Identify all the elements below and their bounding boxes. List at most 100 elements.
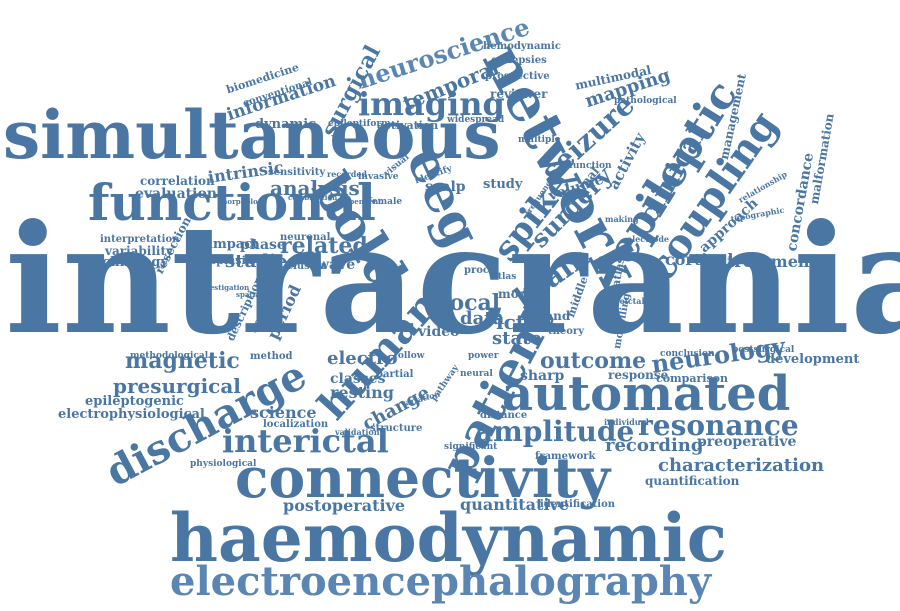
- word-methodological: methodological: [130, 351, 209, 361]
- word-analysis: analysis: [270, 176, 360, 200]
- word-localization: localization: [263, 419, 329, 430]
- word-intracranial: intracranial: [5, 192, 900, 368]
- word-investigation: investigation: [198, 283, 250, 292]
- word-activation: activation: [377, 119, 439, 132]
- word-resonance: resonance: [638, 409, 799, 442]
- word-development: development: [766, 352, 860, 367]
- word-electrode: electrode: [627, 234, 670, 244]
- word-electroencephalography: electroencephalography: [170, 558, 712, 605]
- word-dynamic: dynamic: [255, 117, 317, 132]
- word-postoperative: postoperative: [283, 496, 406, 515]
- word-interictal: interictal: [222, 422, 389, 460]
- word-combination: combination: [288, 193, 338, 202]
- word-female: female: [368, 197, 403, 207]
- word-quantification: quantification: [645, 474, 740, 488]
- word-function: function: [569, 161, 612, 171]
- word-magnetic: magnetic: [125, 348, 240, 374]
- word-ictal: ictal: [496, 310, 546, 334]
- word-proc: proc: [464, 265, 490, 276]
- word-data: data: [460, 308, 505, 329]
- word-epileptogenic: epileptogenic: [85, 394, 184, 409]
- word-band: band: [537, 309, 571, 323]
- word-method: method: [250, 351, 293, 362]
- word-evaluation: evaluation: [135, 186, 217, 202]
- word-electro: electro: [327, 348, 398, 369]
- word-neural: neural: [460, 369, 493, 379]
- word-individual: individual: [604, 417, 649, 427]
- word-identification: identification: [540, 499, 616, 510]
- word-classes: classes: [330, 371, 386, 387]
- word-prospective: prospective: [485, 71, 550, 82]
- word-hemodynamic: hemodynamic: [483, 41, 561, 52]
- word-peictal: peictal: [614, 296, 645, 306]
- word-characterization: characterization: [658, 455, 825, 476]
- word-theory: theory: [548, 326, 585, 337]
- word-scalp: scalp: [425, 179, 466, 195]
- word-cortical: cortical: [665, 250, 734, 269]
- word-structure: structure: [370, 423, 423, 434]
- word-science: science: [250, 403, 317, 422]
- word-widespread: widespread: [447, 115, 505, 125]
- word-making: making: [605, 214, 639, 224]
- word-framework: framework: [535, 451, 596, 462]
- word-postsurgical: postsurgical: [732, 345, 795, 355]
- word-functional: functional: [88, 173, 376, 232]
- word-amplitude: amplitude: [475, 415, 635, 448]
- word-dysplasia: dysplasia: [196, 254, 253, 267]
- word-imaging: imaging: [358, 85, 505, 123]
- word-quantitative: quantitative: [460, 495, 569, 514]
- word-state: state: [492, 328, 542, 349]
- word-variability: variability: [105, 244, 173, 258]
- word-treatment: treatment: [727, 252, 817, 271]
- word-studies: studies: [225, 251, 298, 272]
- word-reviewer: reviewer: [490, 87, 548, 101]
- word-resting: resting: [330, 383, 394, 402]
- word-recording: recording: [605, 435, 704, 456]
- word-epileptiform: epileptiform: [328, 119, 391, 129]
- word-phase: phase: [240, 237, 286, 253]
- word-cluster: cluster: [287, 261, 327, 272]
- word-focal: focal: [440, 290, 501, 316]
- word-pathological: pathological: [614, 96, 677, 106]
- word-comparison: comparison: [656, 372, 728, 385]
- word-distance: distance: [480, 410, 528, 421]
- word-haemodynamic: haemodynamic: [170, 499, 727, 577]
- word-related: related: [280, 233, 368, 259]
- word-physiological: physiological: [190, 459, 257, 469]
- word-spatial: spatial: [236, 290, 263, 299]
- word-dependent: dependent: [340, 197, 382, 206]
- word-connectivity: connectivity: [235, 445, 611, 510]
- word-multiple: multiple: [518, 135, 561, 145]
- word-study: study: [483, 177, 523, 192]
- word-sensitivity: sensitivity: [268, 167, 326, 178]
- word-electrophysiological: electrophysiological: [58, 407, 205, 422]
- word-presurgical: presurgical: [113, 374, 241, 398]
- word-partial: partial: [376, 369, 414, 380]
- word-interpretation: interpretation: [100, 234, 180, 245]
- word-follow: follow: [394, 351, 425, 361]
- word-epilepsies: epilepsies: [491, 55, 547, 66]
- word-response: response: [608, 368, 669, 382]
- word-sharp: sharp: [520, 368, 565, 384]
- word-atlas: atlas: [492, 272, 517, 282]
- word-correlation: correlation: [140, 174, 215, 188]
- word-recorded: recorded: [327, 169, 368, 179]
- word-morphology: morphology: [220, 197, 267, 206]
- word-simultaneous: simultaneous: [3, 96, 501, 174]
- word-automated: automated: [502, 366, 791, 422]
- word-technology: technology: [88, 255, 169, 270]
- word-video: video: [418, 324, 460, 340]
- word-model: model: [498, 287, 540, 301]
- word-validation: validation: [335, 427, 380, 437]
- word-wave: wave: [317, 257, 356, 273]
- word-conclusion: conclusion: [660, 349, 715, 359]
- word-extra: extra: [531, 321, 557, 331]
- word-invasive: invasive: [358, 172, 399, 182]
- word-preoperative: preoperative: [697, 434, 797, 450]
- word-significant: significant: [444, 442, 498, 452]
- word-neuronal: neuronal: [280, 232, 331, 243]
- word-power: power: [468, 351, 499, 361]
- word-impact: impact: [208, 237, 259, 252]
- word-outcome: outcome: [540, 348, 647, 374]
